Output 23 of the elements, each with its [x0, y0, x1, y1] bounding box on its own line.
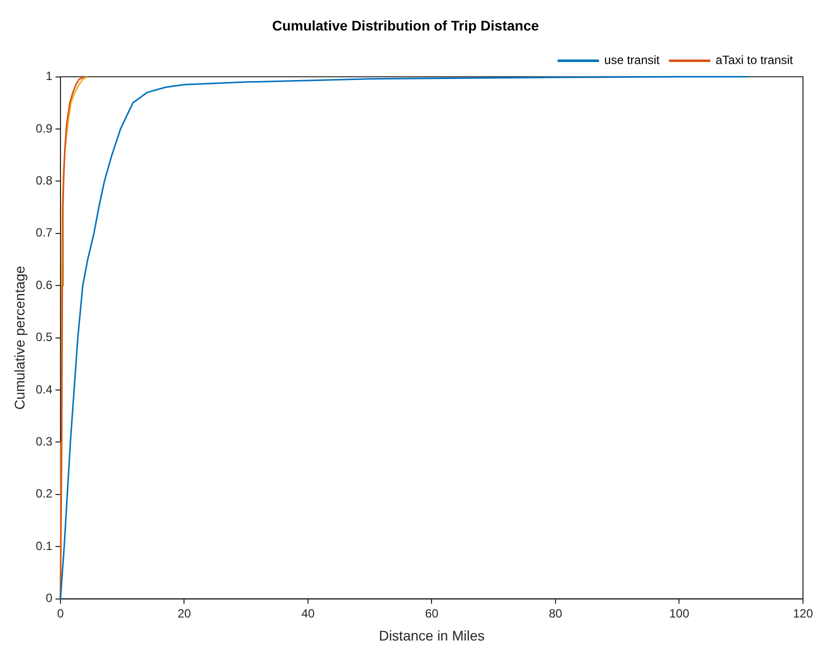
legend-label: use transit	[604, 53, 660, 68]
y-axis-title: Cumulative percentage	[11, 266, 28, 410]
chart-title: Cumulative Distribution of Trip Distance	[272, 17, 540, 34]
x-tick-label: 60	[425, 606, 439, 620]
y-tick-label: 0.6	[36, 278, 53, 292]
legend-label: aTaxi to transit	[716, 53, 794, 68]
x-tick-label: 120	[792, 606, 814, 620]
y-tick-label: 0.5	[36, 330, 53, 344]
x-tick-label: 40	[301, 606, 315, 620]
y-tick-label: 0	[46, 591, 53, 606]
x-tick-label: 80	[548, 606, 562, 620]
x-tick-label: 20	[178, 606, 192, 620]
y-tick-label: 0.9	[36, 121, 53, 136]
x-axis-title: Distance in Miles	[378, 627, 485, 644]
x-tick-label: 0	[57, 606, 64, 620]
y-tick-label: 1	[46, 69, 53, 84]
y-tick-label: 0.1	[36, 538, 53, 553]
y-tick-label: 0.2	[36, 486, 53, 501]
y-tick-label: 0.8	[36, 174, 53, 188]
x-tick-label: 100	[669, 606, 690, 620]
y-tick-label: 0.4	[36, 382, 53, 396]
y-tick-label: 0.7	[36, 226, 53, 240]
y-tick-label: 0.3	[36, 434, 53, 449]
